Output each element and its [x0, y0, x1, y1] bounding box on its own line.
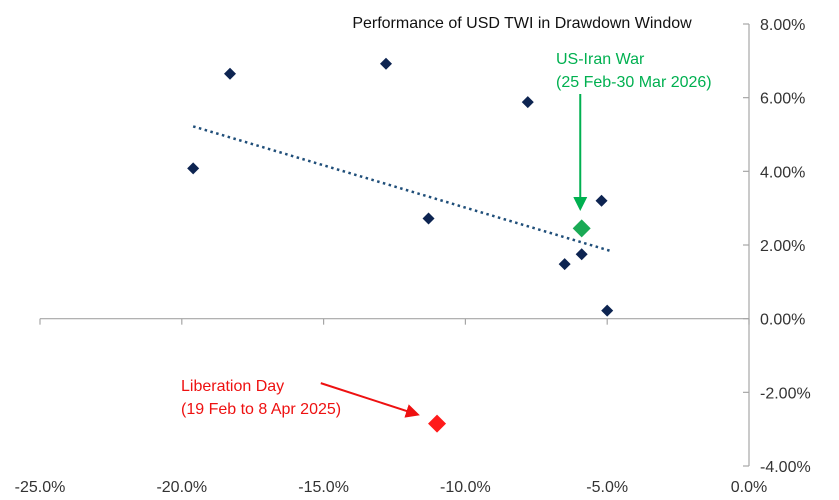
- data-point: [422, 212, 435, 225]
- x-tick-label: -5.0%: [586, 479, 628, 496]
- data-point: [595, 194, 608, 207]
- annotation-us-iran: US-Iran War (25 Feb-30 Mar 2026): [556, 51, 712, 211]
- y-tick-label: -4.00%: [760, 459, 811, 476]
- trendline-group: [192, 125, 614, 253]
- annotation-liberation-day: Liberation Day (19 Feb to 8 Apr 2025): [181, 378, 420, 418]
- x-tick-label: -15.0%: [298, 479, 349, 496]
- annotation-liberation-day-title: Liberation Day: [181, 378, 284, 395]
- data-point: [558, 258, 571, 271]
- data-point: [575, 248, 588, 261]
- y-tick-label: 2.00%: [760, 238, 805, 255]
- x-tick-label: -25.0%: [15, 479, 66, 496]
- trendline: [192, 125, 614, 253]
- data-point: [224, 67, 237, 80]
- data-point: [379, 57, 392, 70]
- y-tick-label: -2.00%: [760, 385, 811, 402]
- axes: -25.0% -20.0% -15.0% -10.0% -5.0% 0.0% -4.00% -…: [15, 17, 811, 496]
- annotation-arrow-liberation-day: [320, 382, 420, 418]
- y-tick-label: 8.00%: [760, 17, 805, 34]
- annotation-liberation-day-dates: (19 Feb to 8 Apr 2025): [181, 401, 341, 418]
- data-point: [187, 162, 200, 175]
- y-tick-label: 4.00%: [760, 164, 805, 181]
- x-tick-label: 0.0%: [731, 479, 767, 496]
- x-tick-label: -10.0%: [440, 479, 491, 496]
- data-point: [601, 304, 614, 317]
- highlight-point-us-iran: [572, 219, 591, 238]
- data-point: [521, 96, 534, 109]
- y-tick-label: 0.00%: [760, 312, 805, 329]
- data-points: [187, 57, 614, 433]
- annotation-us-iran-dates: (25 Feb-30 Mar 2026): [556, 74, 712, 91]
- y-tick-label: 6.00%: [760, 91, 805, 108]
- chart-title: Performance of USD TWI in Drawdown Windo…: [352, 15, 692, 32]
- highlight-point-liberation-day: [428, 414, 447, 433]
- annotation-us-iran-title: US-Iran War: [556, 51, 645, 68]
- x-tick-label: -20.0%: [156, 479, 207, 496]
